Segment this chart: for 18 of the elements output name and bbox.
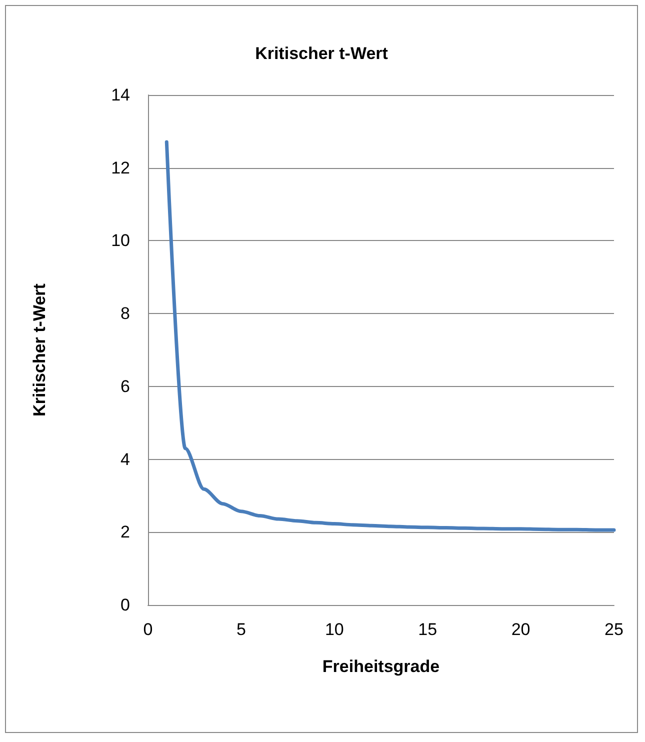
y-tick-label: 6 [120, 376, 130, 396]
y-axis-title: Kritischer t-Wert [30, 283, 49, 416]
y-tick-label: 4 [120, 450, 130, 469]
y-tick-label: 12 [111, 158, 130, 178]
y-tick-label: 8 [120, 304, 130, 324]
y-tick-label: 0 [120, 596, 130, 614]
x-axis-title: Freiheitsgrade [322, 657, 440, 676]
y-tick-label: 14 [111, 86, 130, 104]
x-tick-label: 10 [324, 620, 344, 639]
line-series [164, 140, 616, 532]
x-tick-label: 25 [604, 620, 624, 639]
chart-title: Kritischer t-Wert [255, 44, 388, 63]
x-tick-label: 0 [143, 620, 153, 639]
y-tick-label: 2 [120, 522, 130, 542]
y-tick-label: 10 [111, 231, 130, 250]
x-tick-label: 15 [418, 620, 438, 639]
x-tick-label: 5 [236, 620, 246, 639]
x-tick-label: 20 [511, 620, 530, 639]
